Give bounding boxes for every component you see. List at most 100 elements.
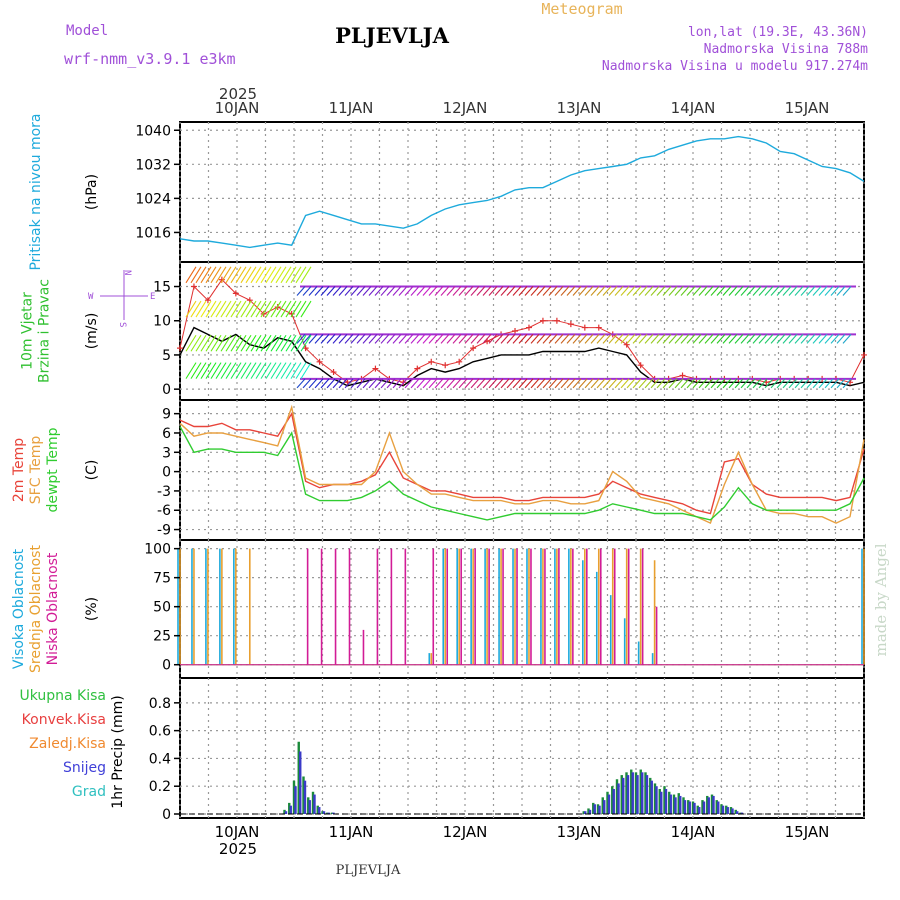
precip-bar (321, 811, 324, 814)
precip-ytick-label: 0.2 (149, 779, 171, 795)
temp-ytick-label: 3 (162, 445, 171, 461)
compass-north: N (122, 270, 132, 275)
wind-barb (662, 378, 672, 389)
precip-bar (311, 791, 315, 814)
precip-unit-label: 1hr Precip (mm) (110, 695, 126, 808)
wind-barb (476, 334, 486, 344)
wind-barb (746, 378, 756, 389)
cloud-panel-label: Visoka Oblacnost (11, 548, 27, 669)
wind-arrow (230, 362, 242, 379)
gust-marker (177, 345, 183, 352)
gust-marker (470, 345, 477, 352)
wind-barb (620, 334, 630, 344)
wind-panel (177, 266, 867, 389)
wind-barb (548, 286, 558, 296)
wind-arrow (250, 266, 262, 284)
precip-bar (688, 801, 691, 814)
wind-barb (626, 286, 636, 296)
wind-barb (554, 334, 564, 344)
wind-arrow (185, 362, 197, 379)
wind-barb (380, 286, 390, 296)
wind-barb (620, 286, 630, 296)
wind-arrow (285, 362, 297, 379)
wind-barb (584, 378, 594, 389)
wind-barb (656, 378, 666, 389)
wind-barb (704, 286, 714, 296)
subtitle-meteogram: Meteogram (541, 0, 622, 18)
wind-arrow (200, 266, 212, 284)
bottom-day-label: 15JAN (785, 823, 830, 841)
temp-ytick-label: 9 (162, 407, 171, 423)
wind-ytick-label: 0 (162, 382, 171, 398)
wind-arrow (200, 362, 212, 379)
wind-barb (590, 334, 600, 344)
wind-barb (674, 378, 684, 389)
precip-bar (289, 805, 292, 814)
wind-barb (464, 334, 474, 344)
precip-bar (698, 807, 701, 814)
wind-barb (302, 286, 312, 296)
wind-barb (548, 334, 558, 344)
wind-barb (368, 378, 378, 389)
precip-legend-label: Zaledj.Kisa (29, 736, 106, 752)
wind-barb (632, 286, 642, 296)
precip-bar (664, 788, 668, 814)
precip-bar (650, 780, 653, 814)
compass-south: S (117, 322, 127, 327)
gust-marker (442, 362, 449, 369)
wind-barb (818, 286, 828, 296)
wind-barb (296, 334, 306, 344)
wind-barb (734, 334, 744, 344)
wind-arrow (185, 334, 197, 352)
pressure-ytick-label: 1040 (135, 123, 171, 139)
wind-arrow (255, 362, 267, 379)
temp-panel-label: dewpt Temp (45, 427, 61, 512)
wind-barb (566, 334, 576, 344)
wind-barb (512, 378, 522, 389)
wind-barb (338, 286, 348, 296)
precip-bar (677, 793, 680, 814)
precip-bar (313, 794, 316, 814)
precip-bar (663, 786, 666, 814)
precip-bar (660, 791, 663, 814)
precip-bar (712, 795, 715, 814)
wind-barb (398, 378, 408, 389)
wind-barb (824, 334, 834, 344)
precip-bar (584, 811, 587, 814)
wind-barb (410, 334, 420, 344)
bottom-day-label: 12JAN (443, 823, 488, 841)
wind-barb (350, 334, 360, 344)
wind-barb (770, 334, 780, 344)
wind-barb (560, 378, 570, 389)
top-day-label: 14JAN (671, 99, 716, 117)
precip-bar (729, 807, 733, 814)
wind-barb (638, 378, 648, 389)
wind-barb (350, 378, 360, 389)
lonlat-label: lon,lat (19.3E, 43.36N) (688, 25, 868, 40)
wind-barb (590, 378, 600, 389)
year-top: 2025 (219, 85, 257, 103)
wind-barb (776, 334, 786, 344)
wind-barb (812, 286, 822, 296)
wind-barb (536, 334, 546, 344)
temp-panel-label: 2m Temp (11, 438, 27, 502)
wind-barb (596, 334, 606, 344)
wind-arrow (265, 334, 277, 352)
wind-arrow (225, 334, 237, 352)
wind-barb (644, 286, 654, 296)
wind-barb (722, 378, 732, 389)
wind-arrow (225, 266, 237, 284)
wind-barb (698, 334, 708, 344)
precip-bar (601, 797, 604, 814)
precip-bar (672, 794, 676, 814)
wind-barb (530, 378, 540, 389)
precip-bar (687, 800, 690, 814)
wind-barb (638, 286, 648, 296)
wind-barb (320, 334, 330, 344)
wind-barb (746, 334, 756, 344)
wind-barb (416, 334, 426, 344)
wind-arrow (290, 266, 302, 284)
wind-barb (656, 286, 666, 296)
wind-arrow (225, 300, 237, 318)
wind-barb (632, 378, 642, 389)
